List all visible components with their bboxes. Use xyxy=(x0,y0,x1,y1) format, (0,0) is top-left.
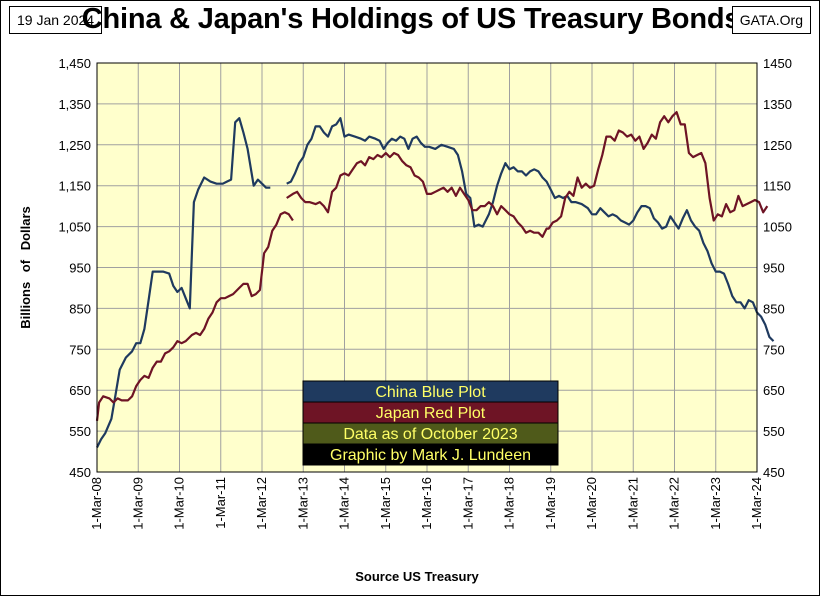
x-tick-label: 1-Mar-17 xyxy=(460,477,475,530)
x-tick-label: 1-Mar-10 xyxy=(172,477,187,530)
x-tick-label: 1-Mar-09 xyxy=(130,477,145,530)
y-tick-label-right: 1250 xyxy=(763,138,792,153)
x-tick-label: 1-Mar-16 xyxy=(419,477,434,530)
x-axis-label: Source US Treasury xyxy=(355,569,479,584)
date-label: 19 Jan 2024 xyxy=(9,6,103,34)
y-tick-label-left: 950 xyxy=(69,261,91,276)
series-layer xyxy=(95,111,775,448)
y-axis-label: Billions of Dollars xyxy=(18,206,33,329)
y-tick-label-right: 1450 xyxy=(763,56,792,71)
y-tick-label-right: 650 xyxy=(763,383,785,398)
legend: China Blue Plot Japan Red Plot Data as of … xyxy=(302,380,559,466)
y-tick-label-left: 1,450 xyxy=(58,56,91,71)
series-japan-line xyxy=(95,211,294,422)
legend-entry-label: Japan Red Plot xyxy=(376,405,486,422)
x-tick-label: 1-Mar-08 xyxy=(89,477,104,530)
chart-title: China & Japan's Holdings of US Treasury … xyxy=(81,3,741,35)
legend-entry-label: Graphic by Mark J. Lundeen xyxy=(330,447,531,464)
x-tick-label: 1-Mar-21 xyxy=(625,477,640,530)
y-tick-label-left: 1,350 xyxy=(58,97,91,112)
y-tick-label-left: 1,050 xyxy=(58,220,91,235)
series-china-line xyxy=(286,117,775,342)
legend-entry-label: China Blue Plot xyxy=(375,384,486,401)
y-tick-label-left: 450 xyxy=(69,465,91,480)
legend-box xyxy=(302,443,559,466)
legend-entry-label: Data as of October 2023 xyxy=(343,426,517,443)
y-tick-label-right: 1350 xyxy=(763,97,792,112)
y-tick-label-left: 750 xyxy=(69,342,91,357)
y-tick-label-right: 950 xyxy=(763,261,785,276)
x-tick-label: 1-Mar-13 xyxy=(295,477,310,530)
y-tick-label-left: 650 xyxy=(69,383,91,398)
y-tick-label-left: 1,250 xyxy=(58,138,91,153)
series-china-line xyxy=(96,117,271,448)
x-tick-label: 1-Mar-20 xyxy=(584,477,599,530)
y-tick-label-right: 1150 xyxy=(763,179,791,194)
x-tick-label: 1-Mar-15 xyxy=(378,477,393,530)
y-tick-label-right: 750 xyxy=(763,342,785,357)
x-tick-label: 1-Mar-23 xyxy=(708,477,723,530)
x-tick-label: 1-Mar-24 xyxy=(749,477,764,530)
tick-layer: 450 450 550 550 650 650 750 750 850 850 950 950 1,05… xyxy=(58,56,791,530)
x-tick-label: 1-Mar-11 xyxy=(213,477,228,529)
y-tick-label-right: 450 xyxy=(763,465,785,480)
y-tick-label-right: 1050 xyxy=(763,220,792,235)
x-tick-label: 1-Mar-12 xyxy=(254,477,269,530)
y-tick-label-right: 850 xyxy=(763,301,785,316)
y-tick-label-left: 550 xyxy=(69,424,91,439)
x-tick-label: 1-Mar-14 xyxy=(337,477,352,530)
series-japan-line xyxy=(286,111,769,238)
x-tick-label: 1-Mar-19 xyxy=(543,477,558,530)
y-tick-label-left: 850 xyxy=(69,301,91,316)
site-label: GATA.Org xyxy=(731,6,811,34)
plot-border xyxy=(96,62,758,473)
y-tick-label-right: 550 xyxy=(763,424,785,439)
x-tick-label: 1-Mar-22 xyxy=(667,477,682,530)
y-tick-label-left: 1,150 xyxy=(58,179,91,194)
x-tick-label: 1-Mar-18 xyxy=(502,477,517,530)
